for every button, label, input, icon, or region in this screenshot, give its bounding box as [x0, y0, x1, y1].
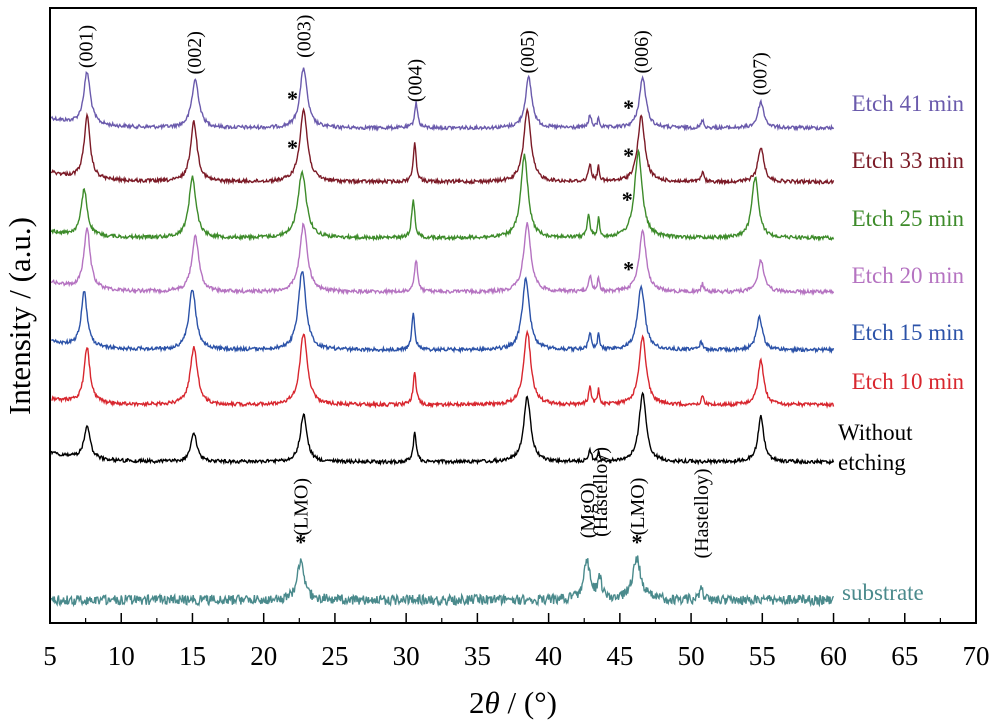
- substrate-peak-label: (LMO): [627, 478, 649, 536]
- series-label-etch-25-min: Etch 25 min: [852, 206, 965, 231]
- series-curves: [50, 67, 835, 608]
- series-label-etch-20-min: Etch 20 min: [852, 263, 965, 288]
- miller-index-label: (007): [749, 52, 771, 95]
- series-line-etch-41-min: [50, 67, 835, 132]
- y-axis-title: Intensity / (a.u.): [2, 217, 37, 415]
- peak-star-marker: *: [295, 530, 306, 555]
- x-tick-label: 25: [321, 641, 348, 671]
- miller-index-label: (001): [76, 25, 98, 68]
- peak-star-marker: *: [623, 95, 634, 120]
- peak-star-marker: *: [623, 143, 634, 168]
- x-axis-title: 2θ / (°): [469, 685, 557, 720]
- x-tick-label: 55: [749, 641, 776, 671]
- x-axis-title-prefix: 2: [469, 685, 485, 720]
- x-tick-label: 20: [250, 641, 277, 671]
- series-line-without-etching: [50, 391, 835, 466]
- substrate-peak-label: (Hastelloy): [590, 447, 612, 537]
- x-tick-label: 45: [606, 641, 633, 671]
- series-line-etch-15-min: [50, 271, 835, 354]
- substrate-peak-label: (Hastelloy): [691, 468, 713, 558]
- x-tick-label: 40: [535, 641, 562, 671]
- series-line-etch-20-min: [50, 222, 835, 296]
- series-line-etch-25-min: [50, 148, 835, 242]
- peak-star-marker: *: [287, 135, 298, 160]
- peak-star-marker: *: [287, 86, 298, 111]
- peak-markers: * * * * * * * * (001) (002) (003) (004) (005) (006) (0…: [76, 15, 772, 559]
- series-labels: Etch 41 min Etch 33 min Etch 25 min Etch 20…: [838, 91, 964, 605]
- x-tick-label: 35: [464, 641, 491, 671]
- x-tick-label: 65: [891, 641, 918, 671]
- series-label-etch-41-min: Etch 41 min: [852, 91, 965, 116]
- series-label-substrate: substrate: [842, 580, 924, 605]
- series-label-etch-33-min: Etch 33 min: [852, 148, 965, 173]
- substrate-peak-label: (MgO): [577, 483, 599, 539]
- miller-index-label: (004): [405, 59, 427, 102]
- x-tick-label: 5: [43, 641, 57, 671]
- x-tick-label: 10: [108, 641, 135, 671]
- x-tick-label: 60: [820, 641, 847, 671]
- series-label-without-etching: etching: [838, 450, 906, 475]
- peak-star-marker: *: [631, 529, 642, 554]
- series-label-without-etching: Without: [838, 420, 913, 445]
- x-tick-label: 15: [179, 641, 206, 671]
- peak-star-marker: *: [622, 187, 633, 212]
- series-line-etch-10-min: [51, 329, 835, 410]
- series-line-etch-33-min: [50, 107, 835, 186]
- miller-index-label: (005): [517, 30, 539, 73]
- x-axis-ticks: 5 10 15 20 25 30 35 40 45 50 55 60 65 70: [43, 613, 990, 671]
- x-axis-title-symbol: θ: [485, 685, 500, 720]
- series-line-substrate: [50, 555, 835, 608]
- series-label-etch-15-min: Etch 15 min: [852, 320, 965, 345]
- x-axis-title-suffix: / (°): [500, 685, 557, 720]
- series-label-etch-10-min: Etch 10 min: [852, 369, 965, 394]
- peak-star-marker: *: [623, 256, 634, 281]
- x-tick-label: 30: [393, 641, 420, 671]
- substrate-peak-label: (LMO): [291, 478, 313, 536]
- miller-index-label: (003): [294, 15, 316, 58]
- miller-index-label: (002): [184, 31, 206, 74]
- x-tick-label: 50: [678, 641, 705, 671]
- miller-index-label: (006): [631, 30, 653, 73]
- x-tick-label: 70: [963, 641, 990, 671]
